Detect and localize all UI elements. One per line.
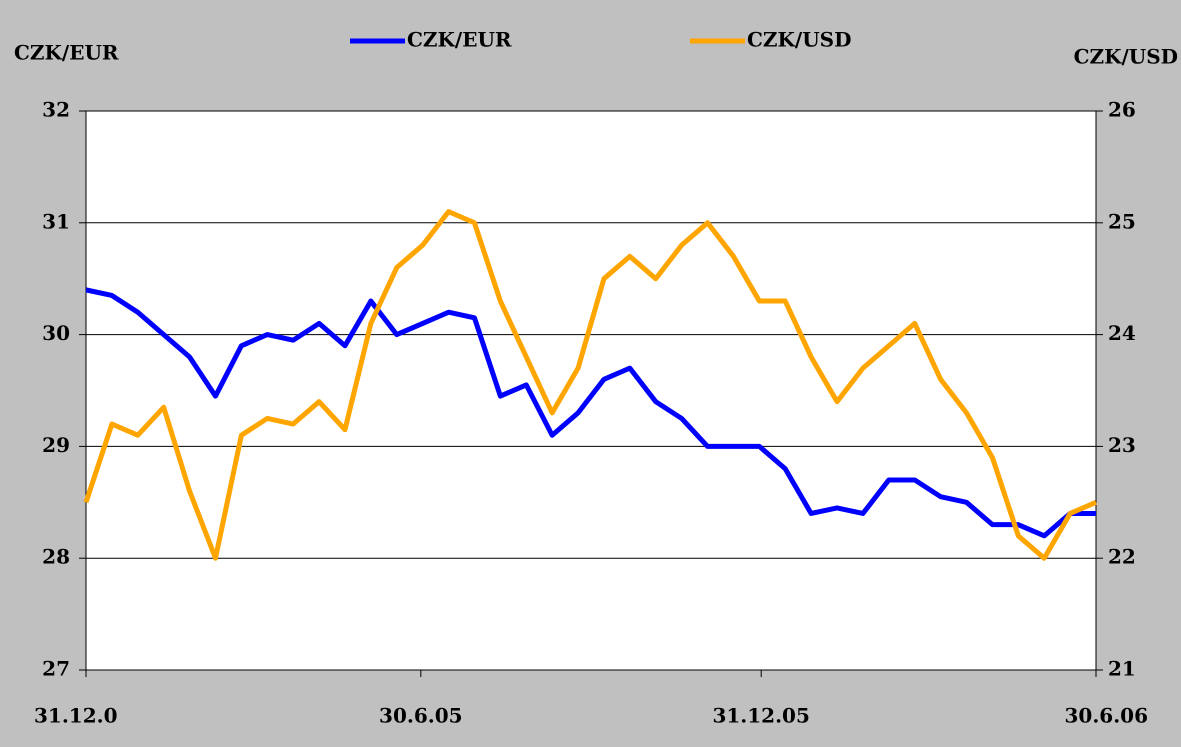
y-tick-label: 31 (42, 209, 70, 233)
y2-tick-label: 21 (1108, 657, 1136, 681)
x-tick-label: 30.6.05 (379, 704, 463, 728)
series-line (85, 287, 1096, 539)
y2-tick-label: 23 (1108, 433, 1136, 457)
y2-tick-label: 26 (1108, 98, 1136, 122)
y-tick-label: 28 (42, 545, 70, 569)
y-tick-label: 27 (42, 657, 70, 681)
y2-axis-label: CZK/USD (1074, 45, 1178, 69)
y-tick-label: 30 (42, 321, 70, 345)
y-tick-label: 32 (42, 98, 70, 122)
legend-label: CZK/USD (747, 28, 851, 52)
x-tick-label: 30.6.06 (1064, 704, 1148, 728)
x-tick-label: 31.12.05 (712, 704, 809, 728)
y2-tick-label: 24 (1108, 321, 1136, 345)
y-tick-label: 29 (42, 433, 70, 457)
x-tick-label: 31.12.0 (34, 704, 118, 728)
plot-area (86, 111, 1096, 670)
y-axis-label: CZK/EUR (14, 41, 119, 65)
legend-label: CZK/EUR (407, 28, 512, 52)
y2-tick-label: 22 (1108, 545, 1136, 569)
y2-tick-label: 25 (1108, 209, 1136, 233)
series-line (83, 209, 1097, 561)
